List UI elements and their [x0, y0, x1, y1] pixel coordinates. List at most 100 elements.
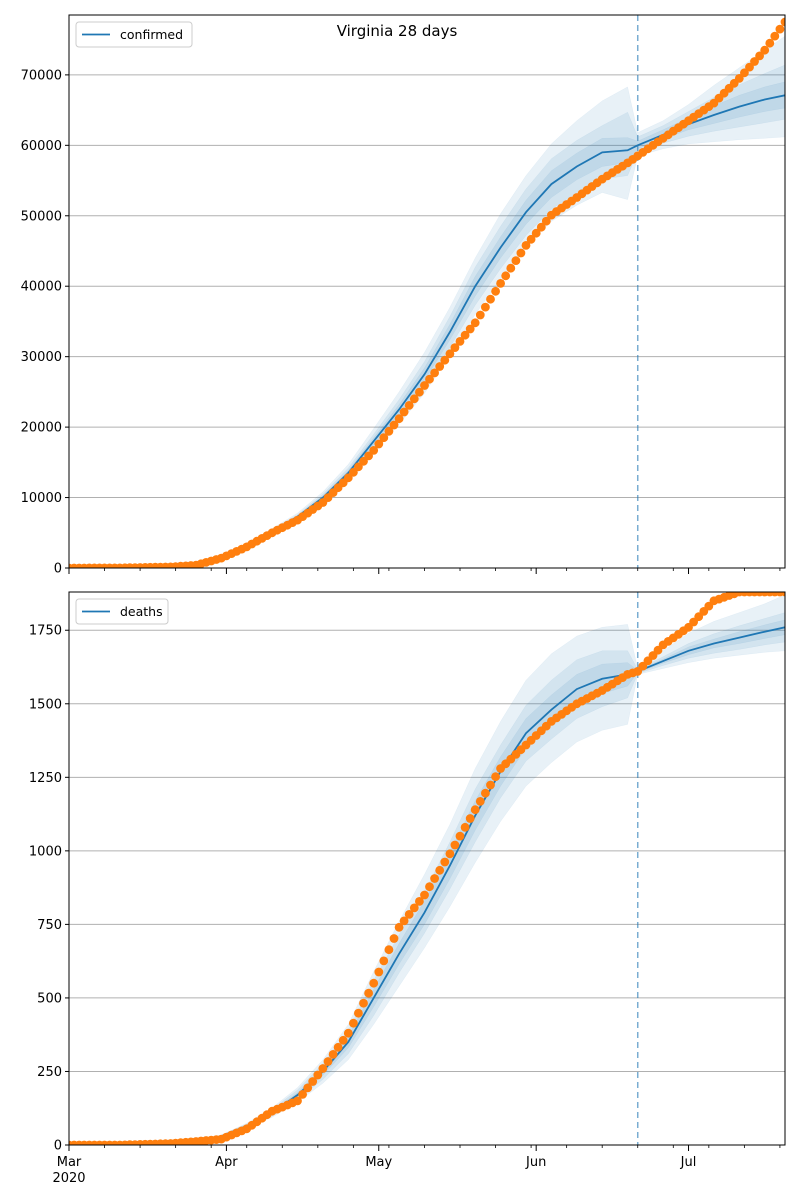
y-tick-label: 1750: [29, 624, 62, 639]
observed-point: [481, 788, 490, 798]
x-tick-label: Mar: [57, 1155, 82, 1170]
observed-point: [333, 1042, 343, 1052]
observed-point: [780, 17, 785, 27]
observed-point: [750, 57, 759, 66]
observed-point: [359, 998, 368, 1008]
legend-label: deaths: [120, 604, 163, 619]
observed-point: [760, 45, 770, 55]
observed-point: [384, 945, 394, 955]
y-tick-label: 0: [54, 562, 62, 577]
observed-point: [745, 62, 754, 72]
observed-point: [430, 874, 439, 883]
observed-point: [394, 922, 404, 932]
observed-point: [379, 956, 389, 966]
observed-point: [404, 401, 414, 410]
axes-frame: [68, 591, 786, 1146]
observed-point: [486, 780, 495, 790]
y-tick-label: 70000: [21, 68, 62, 83]
observed-point: [765, 38, 775, 48]
x-tick-label: Jun: [525, 1155, 546, 1170]
observed-point: [465, 814, 475, 823]
observed-point: [338, 1035, 348, 1045]
x-tick-label: Jul: [680, 1155, 697, 1170]
observed-point: [491, 772, 500, 782]
observed-point: [415, 897, 424, 906]
observed-point: [328, 1050, 338, 1059]
observed-point: [516, 248, 526, 258]
observed-point: [440, 857, 450, 867]
axes-frame: [68, 14, 786, 569]
observed-point: [531, 228, 541, 238]
observed-point: [491, 286, 500, 296]
legend-box: [75, 21, 193, 48]
confirmed-panel: 0 10000 20000 30000 40000 50000 60000 70000 conf…: [21, 14, 786, 577]
x-tick-label: May: [365, 1155, 392, 1170]
x-axis-year-label: 2020: [52, 1171, 85, 1186]
observed-point: [465, 324, 475, 334]
observed-point: [369, 446, 379, 455]
y-tick-label: 10000: [21, 491, 62, 506]
observed-point: [440, 355, 450, 365]
observed-point: [450, 343, 460, 352]
y-tick-label: 1000: [29, 844, 62, 859]
observed-point: [775, 24, 785, 34]
observed-point: [293, 1096, 302, 1106]
observed-points: [69, 592, 785, 1145]
observed-point: [349, 1018, 358, 1028]
observed-point: [430, 368, 439, 378]
observed-point: [389, 420, 399, 430]
observed-point: [313, 1070, 323, 1080]
observed-point: [455, 831, 465, 841]
observed-point: [298, 1090, 307, 1099]
observed-point: [460, 330, 470, 340]
y-tick-label: 250: [37, 1065, 62, 1080]
observed-point: [470, 318, 480, 328]
observed-point: [481, 302, 490, 312]
observed-points: [69, 17, 785, 568]
observed-point: [308, 1077, 318, 1086]
observed-point: [475, 310, 485, 320]
observed-point: [409, 394, 419, 404]
deaths-panel: 0 250 500 750 1000 1250 1500 1750 Mar Apr May Jun Ju…: [29, 591, 786, 1170]
observed-point: [369, 978, 379, 988]
x-tick-label: Apr: [215, 1155, 238, 1170]
legend: deaths: [75, 598, 169, 625]
observed-point: [496, 279, 505, 288]
uncertainty-band: [69, 594, 785, 1145]
observed-point: [409, 903, 419, 913]
observed-point: [486, 294, 495, 304]
observed-point: [755, 51, 764, 61]
y-tick-label: 500: [37, 991, 62, 1006]
observed-point: [536, 222, 546, 232]
observed-point: [541, 216, 551, 226]
observed-point: [445, 849, 455, 859]
observed-point: [435, 362, 445, 371]
observed-point: [734, 74, 744, 83]
y-tick-label: 60000: [21, 139, 62, 154]
observed-point: [399, 407, 409, 417]
observed-point: [374, 439, 384, 449]
observed-point: [455, 337, 465, 346]
y-tick-label: 50000: [21, 209, 62, 224]
observed-point: [425, 882, 434, 892]
observed-point: [354, 1008, 363, 1018]
observed-point: [420, 890, 429, 900]
observed-point: [460, 822, 470, 832]
legend-box: [75, 598, 169, 625]
y-tick-label: 30000: [21, 350, 62, 365]
legend: confirmed: [75, 21, 193, 48]
uncertainty-bands: [69, 35, 785, 568]
uncertainty-bands: [69, 594, 785, 1145]
observed-point: [470, 805, 480, 815]
observed-point: [445, 349, 455, 359]
y-tick-label: 750: [37, 918, 62, 933]
observed-point: [384, 426, 394, 436]
observed-point: [379, 433, 389, 443]
observed-point: [399, 916, 409, 926]
observed-point: [394, 414, 404, 424]
observed-point: [404, 910, 414, 919]
y-tick-label: 20000: [21, 421, 62, 436]
observed-point: [343, 1028, 353, 1038]
model-line: [69, 94, 785, 568]
